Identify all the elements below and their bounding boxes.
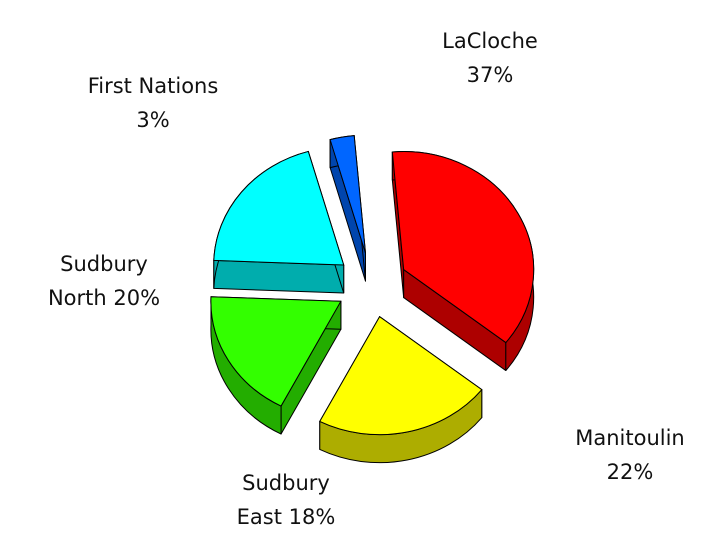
slice <box>319 315 483 464</box>
data-label: First Nations 3% <box>73 69 233 137</box>
value-label: 18% <box>288 505 336 529</box>
slice <box>391 151 535 372</box>
value-label: 20% <box>113 286 161 310</box>
category-label: First Nations <box>87 74 219 98</box>
slice-top <box>319 315 483 436</box>
category-label: Sudbury North <box>47 252 148 310</box>
slice <box>210 296 342 435</box>
value-label: 22% <box>606 460 654 484</box>
slice-top <box>391 151 535 344</box>
slice-side <box>213 259 345 294</box>
slice-top <box>329 135 366 254</box>
slice <box>329 135 367 282</box>
slice-top <box>210 296 342 407</box>
category-label: LaCloche <box>442 29 538 53</box>
data-label: Sudbury East 18% <box>221 466 351 534</box>
value-label: 37% <box>466 63 514 87</box>
value-label: 3% <box>136 108 170 132</box>
data-label: Manitoulin 22% <box>555 421 705 489</box>
category-label: Manitoulin <box>575 426 685 450</box>
data-label: LaCloche 37% <box>415 24 565 92</box>
data-label: Sudbury North 20% <box>34 247 174 315</box>
category-label: Sudbury East <box>236 471 330 529</box>
slice-top <box>213 150 345 266</box>
slice <box>213 150 345 294</box>
